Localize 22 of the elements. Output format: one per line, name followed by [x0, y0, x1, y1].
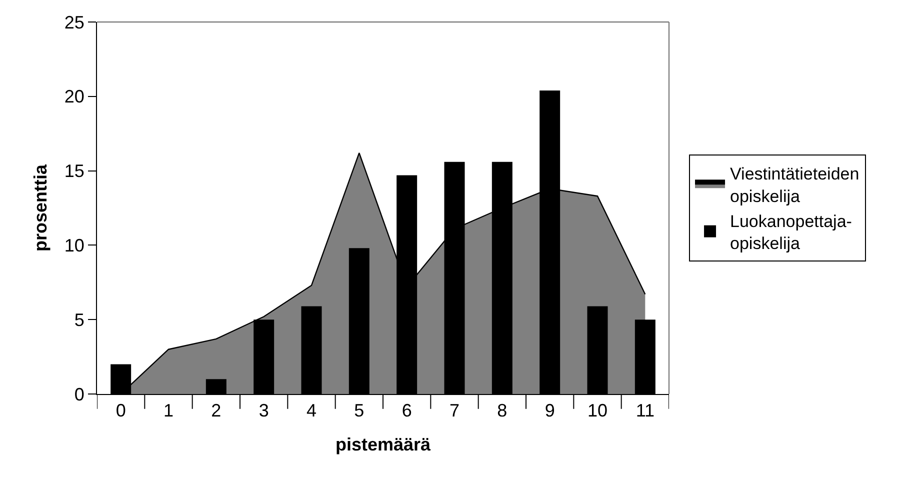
- x-axis-title: pistemäärä: [335, 434, 432, 455]
- x-tick-label: 6: [402, 400, 412, 421]
- legend-label: Viestintätieteiden opiskelija: [730, 164, 860, 206]
- x-tick-label: 3: [258, 400, 269, 421]
- x-tick-label: 11: [636, 400, 655, 421]
- x-tick-label: 0: [116, 400, 126, 421]
- legend-label: Luokanopettaja-opiskelija: [730, 212, 852, 253]
- x-tick-label: 9: [544, 400, 555, 421]
- x-tick-label: 4: [306, 400, 317, 421]
- y-tick-label: 20: [64, 86, 84, 107]
- y-tick-label: 15: [64, 161, 84, 182]
- y-tick-label: 0: [74, 384, 84, 404]
- y-axis-title: prosenttia: [30, 164, 51, 252]
- x-tick-label: 2: [211, 400, 222, 421]
- x-tick-label: 8: [497, 400, 508, 421]
- y-tick-label: 10: [64, 236, 84, 256]
- x-tick-label: 5: [354, 400, 364, 421]
- x-tick-label: 7: [449, 400, 460, 421]
- x-tick-label: 10: [587, 400, 608, 421]
- y-tick-label: 5: [74, 310, 84, 330]
- y-tick-label: 25: [64, 12, 84, 32]
- x-tick-label: 1: [163, 400, 174, 421]
